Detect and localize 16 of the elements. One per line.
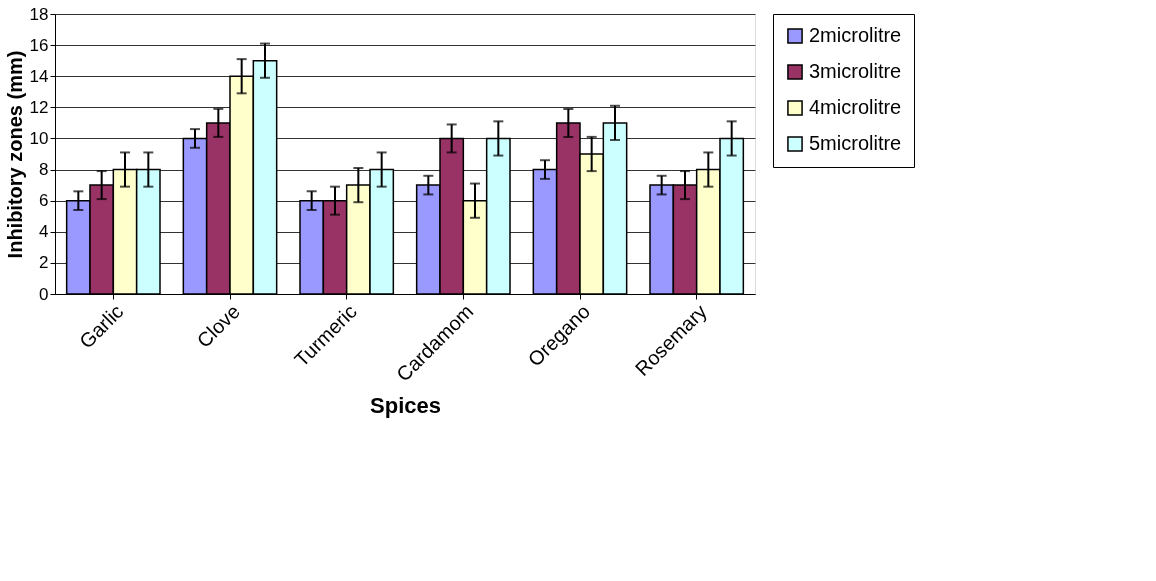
y-tick-label: 10	[29, 128, 49, 148]
y-tick-label: 8	[39, 160, 49, 180]
y-tick-label: 4	[39, 222, 49, 242]
y-tick-label: 0	[39, 284, 49, 304]
legend-label: 5microlitre	[809, 132, 902, 154]
legend-label: 3microlitre	[809, 60, 902, 82]
legend-label: 4microlitre	[809, 96, 902, 118]
y-tick-label: 2	[39, 253, 49, 273]
y-tick-label: 6	[39, 191, 49, 211]
y-tick-label: 18	[29, 4, 49, 24]
y-axis-title: Inhibitory zones (mm)	[3, 50, 26, 259]
x-axis-title: Spices	[370, 392, 441, 418]
legend-label: 2microlitre	[809, 24, 902, 46]
y-tick-label: 14	[29, 66, 49, 86]
y-tick-label: 12	[29, 97, 49, 117]
y-tick-label: 16	[29, 35, 49, 55]
